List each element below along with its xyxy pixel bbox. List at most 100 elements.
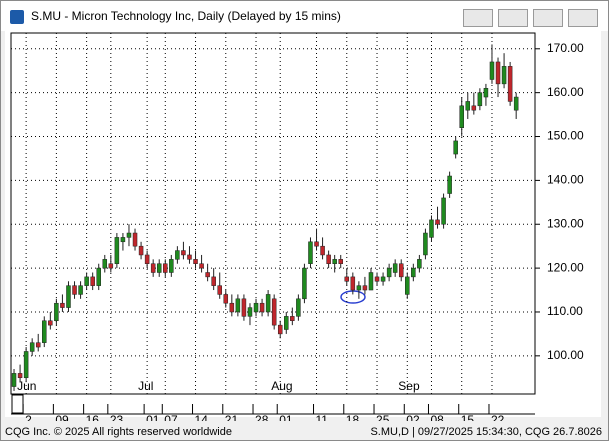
candle-body bbox=[483, 88, 489, 98]
candle-body bbox=[284, 316, 289, 330]
app-icon bbox=[10, 10, 24, 24]
close-button[interactable] bbox=[568, 9, 598, 27]
x-tick-label: 07 bbox=[164, 413, 178, 421]
x-tick-label: 11 bbox=[316, 413, 329, 421]
candle-body bbox=[199, 263, 204, 269]
candle-body bbox=[114, 237, 120, 264]
candle-body bbox=[66, 285, 71, 308]
x-tick-label: 23 bbox=[110, 413, 124, 421]
candle-body bbox=[507, 66, 513, 102]
candle-body bbox=[229, 302, 235, 313]
x-tick-label: 14 bbox=[195, 413, 209, 421]
chart: 100.00 110.00 120.00 130.00 140.00 150.00 160.… bbox=[5, 31, 601, 421]
y-tick-label: 140.00 bbox=[547, 173, 584, 187]
candle-body bbox=[435, 219, 440, 225]
candle-body bbox=[187, 254, 192, 260]
candle-body bbox=[102, 259, 108, 269]
candle-body bbox=[338, 259, 343, 264]
candle-body bbox=[471, 105, 477, 111]
month-label: Sep bbox=[398, 379, 420, 393]
candle-body bbox=[96, 267, 101, 286]
candle-body bbox=[453, 140, 458, 155]
x-tick-label: 22 bbox=[491, 413, 505, 421]
candle-body bbox=[477, 92, 483, 107]
candle-body bbox=[362, 285, 368, 291]
x-tick-label: 08 bbox=[430, 413, 444, 421]
candle-body bbox=[320, 245, 325, 256]
candle-body bbox=[132, 232, 138, 247]
candle-body bbox=[344, 276, 350, 282]
candle-body bbox=[223, 294, 229, 304]
candle-body bbox=[332, 259, 337, 264]
month-label: Aug bbox=[271, 379, 292, 393]
candle-body bbox=[350, 276, 356, 291]
x-tick-label: 16 bbox=[86, 413, 100, 421]
candle-body bbox=[150, 263, 156, 273]
candle-body bbox=[308, 241, 313, 264]
candle-body bbox=[84, 276, 89, 286]
x-tick-label: 2 bbox=[25, 413, 32, 421]
candle-body bbox=[465, 101, 471, 111]
title-bar: S.MU - Micron Technology Inc, Daily (Del… bbox=[1, 1, 608, 31]
candle-body bbox=[392, 263, 398, 273]
candle-body bbox=[501, 66, 507, 85]
candle-body bbox=[163, 263, 168, 273]
candle-body bbox=[259, 302, 265, 313]
candle-body bbox=[247, 307, 253, 317]
candle-body bbox=[181, 250, 186, 256]
candle-body bbox=[126, 232, 132, 238]
candle-body bbox=[356, 285, 362, 291]
candle-body bbox=[265, 294, 271, 313]
maximize-button[interactable] bbox=[533, 9, 563, 27]
candle-body bbox=[144, 254, 150, 264]
candle-body bbox=[72, 285, 77, 295]
candle-body bbox=[90, 276, 95, 286]
candle-body bbox=[35, 342, 41, 348]
x-tick-label: 18 bbox=[346, 413, 360, 421]
candle-body bbox=[253, 302, 259, 313]
x-tick-label: 01 bbox=[279, 413, 293, 421]
x-tick-label: 25 bbox=[376, 413, 390, 421]
window-title: S.MU - Micron Technology Inc, Daily (Del… bbox=[31, 9, 341, 23]
candle-body bbox=[447, 175, 452, 194]
candle-body bbox=[513, 96, 519, 111]
candle-body bbox=[441, 197, 446, 225]
candle-body bbox=[302, 267, 307, 300]
candle-body bbox=[386, 267, 392, 278]
month-label: Jun bbox=[17, 379, 36, 393]
candle-body bbox=[235, 298, 241, 313]
candle-body bbox=[211, 276, 216, 286]
y-tick-label: 170.00 bbox=[547, 41, 584, 55]
candle-body bbox=[277, 324, 283, 335]
candle-body bbox=[380, 276, 386, 282]
candle-body bbox=[326, 254, 331, 264]
x-tick-label: 09 bbox=[55, 413, 69, 421]
candle-body bbox=[429, 219, 434, 238]
candle-body bbox=[54, 302, 59, 321]
candle-body bbox=[459, 105, 464, 128]
candle-body bbox=[175, 250, 180, 260]
candle-body bbox=[405, 276, 410, 295]
candle-body bbox=[271, 298, 277, 326]
candle-body bbox=[23, 351, 29, 379]
plot-frame bbox=[10, 32, 536, 395]
candle-body bbox=[241, 298, 247, 317]
candle-body bbox=[42, 320, 47, 343]
y-tick-label: 100.00 bbox=[547, 348, 584, 362]
candle-body bbox=[138, 245, 144, 256]
x-tick-label: 21 bbox=[225, 413, 239, 421]
minimize-button[interactable] bbox=[498, 9, 528, 27]
link-button[interactable] bbox=[463, 9, 493, 27]
y-tick-label: 130.00 bbox=[547, 216, 584, 230]
candle-body bbox=[60, 302, 65, 308]
candle-body bbox=[374, 276, 380, 282]
candle-body bbox=[156, 263, 162, 273]
candle-body bbox=[290, 316, 295, 321]
candle-body bbox=[368, 272, 374, 291]
candle-body bbox=[78, 285, 83, 295]
x-tick-label: 02 bbox=[406, 413, 420, 421]
candle-body bbox=[411, 267, 416, 278]
candle-body bbox=[205, 272, 210, 278]
candle-body bbox=[398, 263, 404, 278]
candle-body bbox=[417, 259, 422, 269]
